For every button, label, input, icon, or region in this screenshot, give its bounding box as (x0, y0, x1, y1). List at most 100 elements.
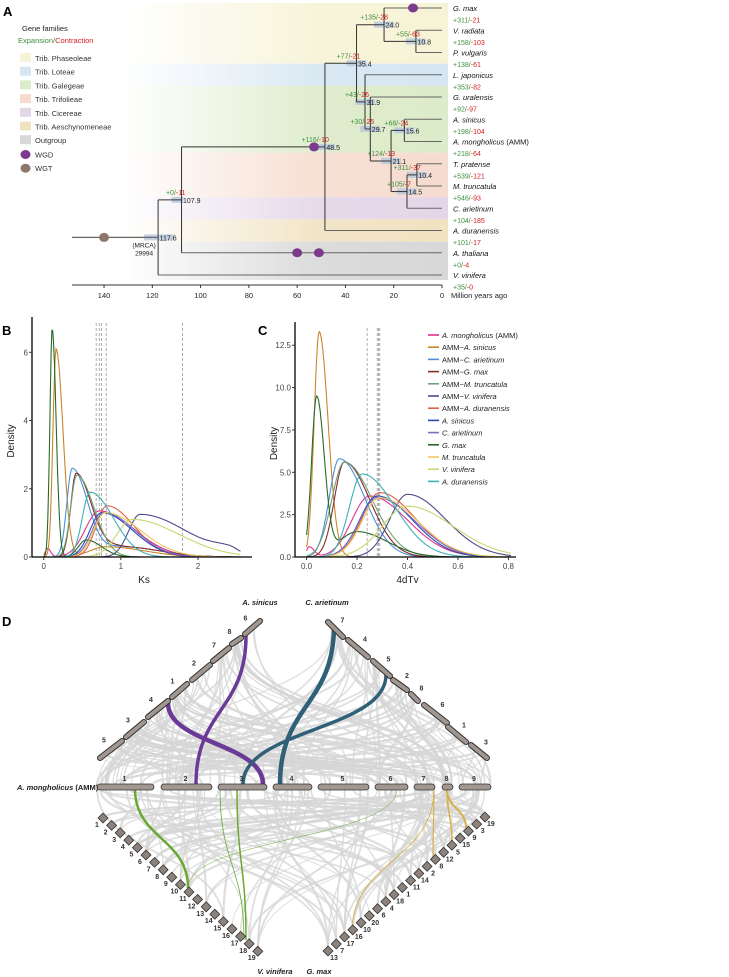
chromosome-label: 19 (487, 821, 495, 828)
chromosome-label: 1 (171, 679, 175, 686)
chromosome-label: 2 (104, 829, 108, 836)
legend-label: Trib. Phaseoleae (35, 54, 91, 63)
branch-gain-loss: +77/-21 (337, 53, 361, 60)
synteny-link (119, 789, 142, 833)
chromosome-label: 14 (421, 877, 429, 884)
branch-gain-loss: +68/-24 (384, 120, 408, 127)
sinicus-chromosome-fill (98, 739, 124, 760)
legend-prefix: AMM− (442, 343, 464, 352)
tip-label: C. arietinum (453, 204, 493, 213)
sep: / (408, 31, 410, 38)
synteny-link (409, 789, 424, 881)
loss: -21 (350, 53, 360, 60)
species-name: C. arietinum (453, 204, 493, 213)
y-tick-label: 12.5 (275, 341, 291, 350)
gain: +0 (453, 262, 461, 269)
species-name: V. vinifera (453, 271, 486, 280)
highlight-link-gmax (351, 788, 435, 933)
sep: / (409, 165, 411, 172)
loss: -37 (411, 165, 421, 172)
synteny-link (99, 789, 404, 888)
synteny-link (351, 789, 475, 930)
chromosome-label: 7 (341, 618, 345, 625)
tip-label: A. thaliana (452, 249, 488, 258)
amm-species-label: A. mongholicus (AMM) (16, 783, 99, 792)
loss: -10 (319, 137, 329, 144)
synteny-link (236, 639, 429, 785)
species-name: G. max (306, 967, 332, 976)
y-tick-label: 2 (24, 485, 29, 494)
gmax-chromosome (396, 882, 408, 894)
highlight-link-vinifera (187, 788, 398, 889)
synteny-link (126, 789, 338, 945)
x-tick-label: 0.0 (301, 562, 313, 571)
wgd-icon (313, 248, 324, 258)
chromosome-label: 7 (340, 948, 344, 955)
legend-prefix: AMM− (442, 355, 464, 364)
legend-label: V. vinifera (442, 465, 475, 474)
synteny-link (128, 734, 165, 785)
legend-label: Trib. Cicereae (35, 109, 82, 118)
highlight-link-vinifera (236, 788, 247, 941)
species-name: A. mongholicus (16, 783, 73, 792)
node-age-label: 14.5 (408, 190, 422, 197)
chromosome-label: 7 (147, 866, 151, 873)
gain: +92 (453, 107, 465, 114)
node-age-label: 31.9 (366, 100, 380, 107)
legend-species: M. truncatula (464, 380, 507, 389)
sinicus-chromosome-fill (146, 699, 170, 719)
panel-c-4dtv-density: 0.0 0.2 0.4 0.6 0.8 0.0 2.5 5.0 7.5 10.0 12.5 4dTv D… (269, 322, 518, 586)
legend-species: V. vinifera (464, 392, 497, 401)
y-tick-label: 4 (24, 417, 29, 426)
synteny-link (292, 695, 414, 785)
wgt-legend-icon (20, 163, 31, 173)
tip-gain-loss: +138/-61 (453, 62, 481, 69)
species-name: G. uralensis (453, 93, 493, 102)
synteny-link (145, 789, 241, 856)
synteny-link (188, 656, 220, 785)
legend-label: A. sinicus (441, 416, 474, 425)
chromosome-label: 9 (472, 835, 476, 842)
axis-title: Million years ago (451, 291, 507, 300)
chromosome-label: 11 (413, 885, 421, 892)
highlight-link-vinifera (219, 788, 245, 941)
loss: -26 (359, 92, 369, 99)
legend-swatch (20, 80, 31, 90)
chromosome-label: 5 (102, 738, 106, 745)
vinifera-chromosome (209, 908, 221, 920)
synteny-link (303, 789, 461, 839)
species-suffix: (AMM) (504, 138, 529, 147)
node-age-label: 35.4 (358, 61, 372, 68)
tribe-band (120, 63, 448, 86)
gmax-chromosome (454, 832, 466, 844)
x-tick-label: 0.6 (452, 562, 464, 571)
chromosome-label: 2 (192, 661, 196, 668)
chromosome-label: 9 (472, 776, 476, 783)
synteny-link (110, 789, 288, 826)
legend-label: C. arietinum (442, 429, 482, 438)
amm-chromosome (441, 783, 454, 791)
species-name: A. mongholicus (452, 138, 505, 147)
tip-label: L. japonicus (453, 71, 493, 80)
sep: / (174, 190, 176, 197)
legend-label: AMM−V. vinifera (442, 392, 497, 401)
tip-label: G. uralensis (453, 93, 493, 102)
chromosome-label: 14 (205, 918, 213, 925)
node-age-label: 29.7 (372, 127, 386, 134)
legend-expansion-contraction: Expansion/Contraction (18, 36, 93, 45)
vinifera-chromosome (157, 864, 169, 876)
loss: -24 (398, 120, 408, 127)
sep: / (469, 240, 471, 247)
sep: / (469, 40, 471, 47)
chromosome-label: 10 (363, 927, 371, 934)
synteny-link (366, 656, 486, 785)
gain: +198 (453, 129, 469, 136)
tip-label: A. sinicus (452, 115, 485, 124)
legend-species: C. arietinum (442, 429, 482, 438)
vinifera-chromosome (183, 886, 195, 898)
sep: / (357, 92, 359, 99)
tip-gain-loss: +546/-93 (453, 196, 481, 203)
vinifera-chromosome (149, 856, 161, 868)
species-name: V. vinifera (257, 967, 292, 976)
